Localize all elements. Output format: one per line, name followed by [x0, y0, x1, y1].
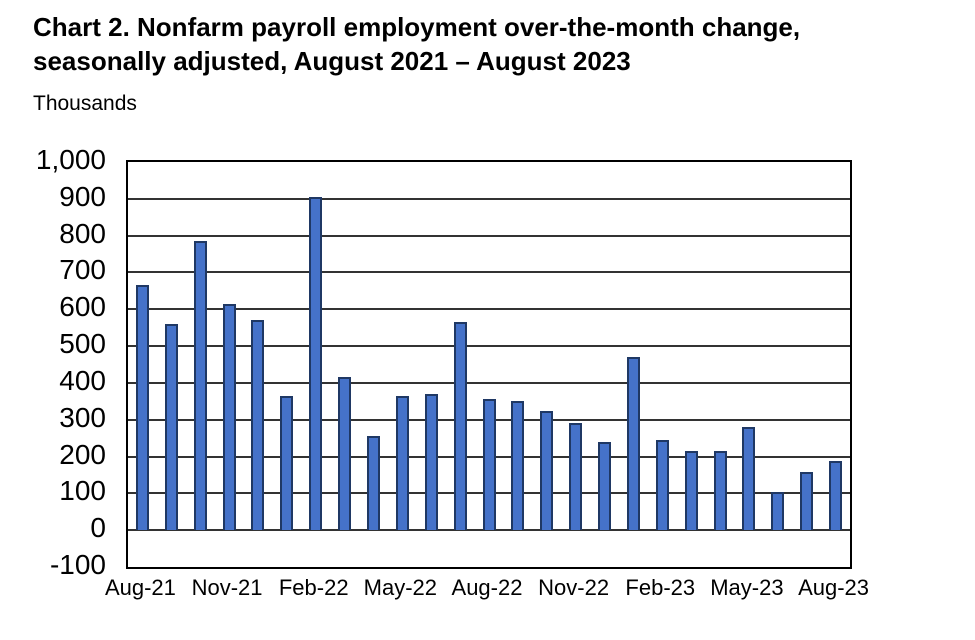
- bar-Nov-22: [569, 423, 583, 531]
- y-tick-label-200: 200: [59, 438, 106, 470]
- x-tick-label-Nov-21: Nov-21: [191, 575, 263, 600]
- x-tick-label-Feb-22: Feb-22: [278, 575, 349, 600]
- y-tick-label-400: 400: [59, 364, 106, 396]
- gridline-400: [128, 381, 850, 384]
- x-tick-label-May-22: May-22: [363, 575, 438, 600]
- y-tick-label-1000: 1,000: [35, 144, 106, 175]
- bar-Mar-22: [338, 377, 352, 531]
- y-tick-label-900: 900: [59, 180, 106, 212]
- bar-Mar-23: [684, 451, 698, 531]
- chart-title-line1: Chart 2. Nonfarm payroll employment over…: [33, 12, 801, 42]
- y-tick-label-500: 500: [59, 328, 106, 360]
- bar-Feb-22: [309, 196, 323, 531]
- bar-Dec-21: [251, 320, 265, 531]
- bar-Jul-22: [453, 322, 467, 531]
- x-tick-label-Nov-22: Nov-22: [538, 575, 610, 600]
- bar-Apr-22: [366, 436, 380, 531]
- chart-title: Chart 2. Nonfarm payroll employment over…: [33, 10, 933, 78]
- plot-area: [126, 160, 852, 569]
- y-tick-label-800: 800: [59, 217, 106, 249]
- gridline-900: [128, 197, 850, 200]
- bar-Sep-22: [511, 401, 525, 531]
- bar-Aug-23: [829, 461, 843, 531]
- bar-May-22: [395, 395, 409, 531]
- bar-Nov-21: [222, 303, 236, 531]
- bar-Oct-21: [193, 241, 207, 531]
- y-tick-label-700: 700: [59, 254, 106, 286]
- bar-Dec-22: [598, 441, 612, 531]
- bar-Aug-21: [135, 285, 149, 531]
- bar-Apr-23: [713, 451, 727, 531]
- gridline-500: [128, 345, 850, 348]
- gridline-600: [128, 308, 850, 311]
- bar-Aug-22: [482, 399, 496, 531]
- x-tick-label-Aug-21: Aug-21: [104, 575, 176, 600]
- y-tick-label-0: 0: [90, 512, 106, 544]
- bar-Jul-23: [800, 472, 814, 531]
- y-tick-label-600: 600: [59, 291, 106, 323]
- x-tick-label-May-23: May-23: [710, 575, 784, 600]
- y-tick-label--100: -100: [49, 549, 106, 580]
- zero-axis-gridline: [128, 529, 850, 532]
- x-tick-label-Aug-22: Aug-22: [451, 575, 523, 600]
- bar-Oct-22: [540, 410, 554, 531]
- bar-May-23: [742, 427, 756, 531]
- bar-Jan-23: [626, 357, 640, 531]
- bar-Feb-23: [655, 439, 669, 531]
- y-axis-units-label: Thousands: [33, 92, 137, 115]
- bar-Sep-21: [164, 324, 178, 531]
- gridline-800: [128, 234, 850, 237]
- chart-title-line2: seasonally adjusted, August 2021 – Augus…: [33, 46, 631, 76]
- bar-Jun-22: [424, 393, 438, 531]
- x-tick-label-Aug-23: Aug-23: [798, 575, 870, 600]
- y-tick-label-300: 300: [59, 401, 106, 433]
- bar-Jun-23: [771, 491, 785, 531]
- x-tick-label-Feb-23: Feb-23: [625, 575, 696, 600]
- bar-Jan-22: [280, 395, 294, 531]
- y-tick-label-100: 100: [59, 475, 106, 507]
- gridline-700: [128, 271, 850, 274]
